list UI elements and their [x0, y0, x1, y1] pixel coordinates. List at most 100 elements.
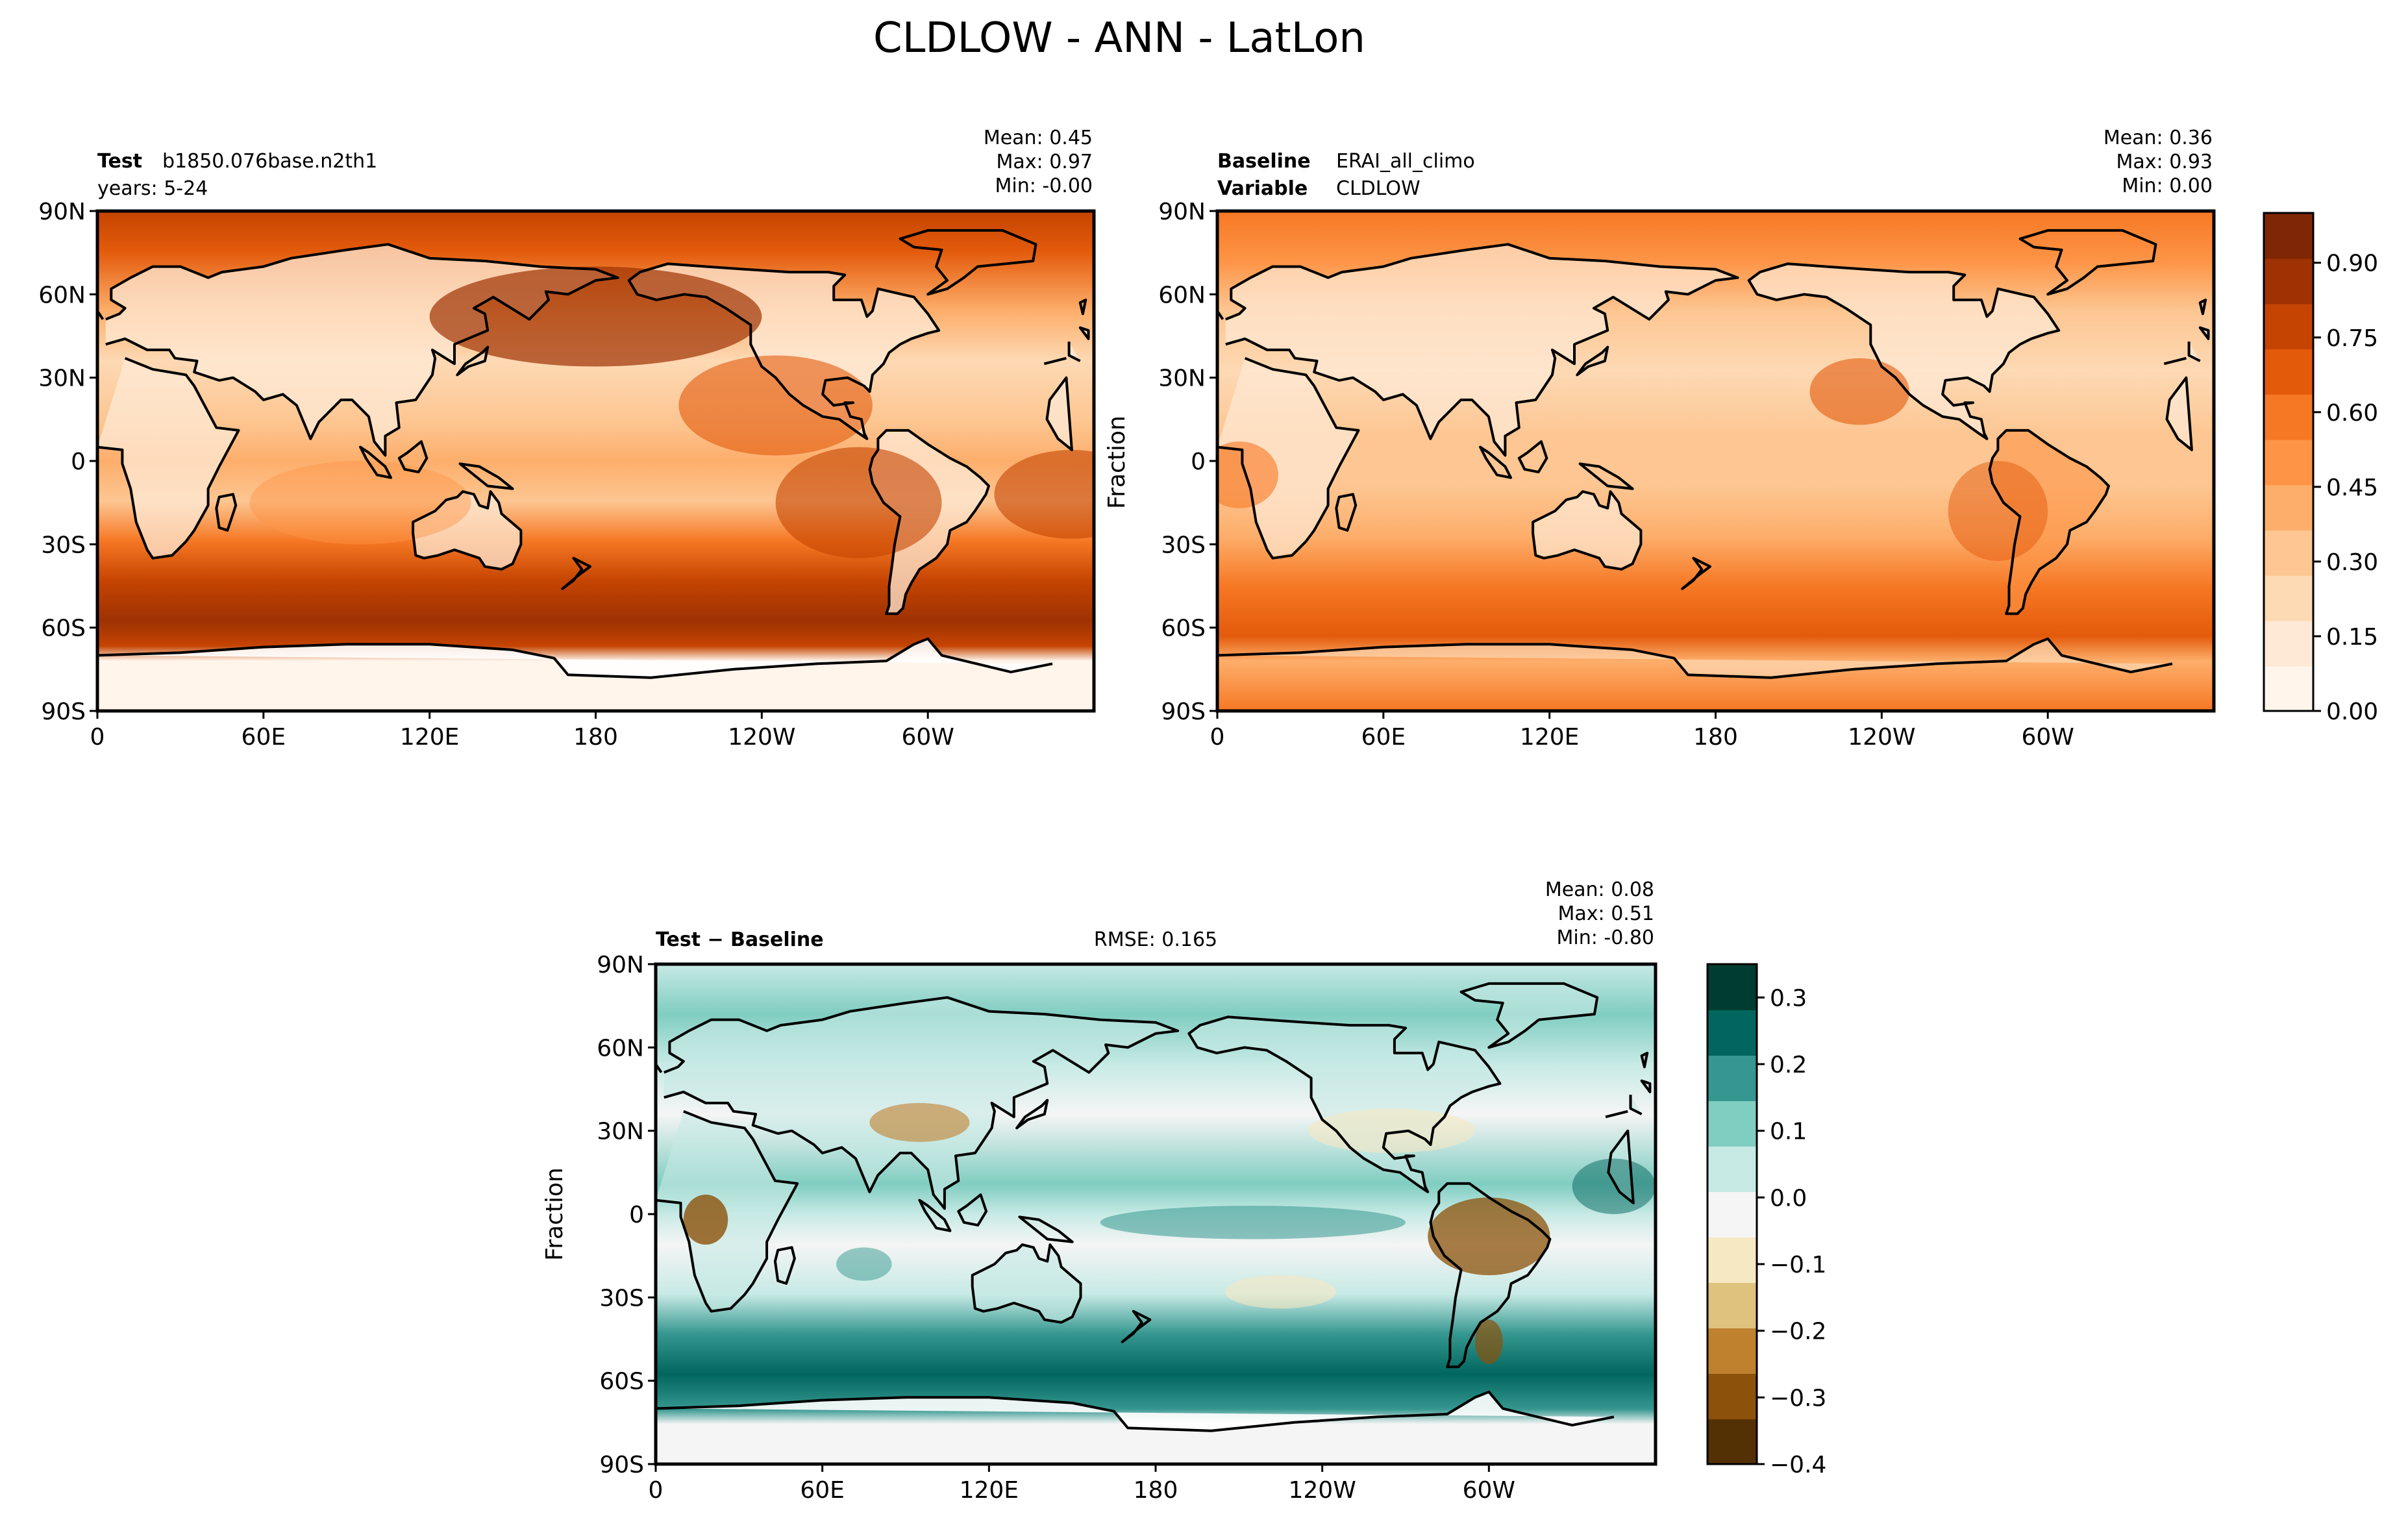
y-tick-label: 60S	[599, 1369, 644, 1395]
colorbar-band	[2264, 213, 2313, 236]
panel-test: Test b1850.076base.n2th1 years: 5-24 Mea…	[38, 127, 1096, 751]
x-tick-label: 120W	[728, 724, 795, 751]
colorbar-band	[2264, 439, 2313, 463]
panel-baseline-header-bold2: Variable	[1217, 177, 1308, 200]
x-tick-label: 60E	[1361, 724, 1406, 751]
colorbar-band	[1707, 1419, 1757, 1442]
x-tick-label: 180	[1693, 724, 1738, 751]
colorbar-band	[2264, 393, 2313, 417]
y-tick-label: 0	[71, 449, 86, 475]
colorbar-band	[2264, 530, 2313, 553]
colorbar-band	[2264, 597, 2313, 621]
coastline	[957, 1193, 988, 1227]
field-anomaly	[1100, 1206, 1406, 1239]
coastline	[1429, 1182, 1552, 1369]
colorbar-diverging-ticks: 0.3 0.2 0.1 0.0 −0.1 −0.2 −0.3 −0.4	[1757, 985, 1826, 1478]
y-tick-label: 30N	[38, 366, 86, 392]
field-anomaly	[1428, 1197, 1550, 1276]
panel-baseline-ylabel: Fraction	[1104, 416, 1130, 509]
panel-test-yticks: 90N 60N 30N 0 30S 60S 90S	[38, 199, 97, 725]
coastline	[2018, 229, 2157, 296]
figure-title: CLDLOW - ANN - LatLon	[873, 14, 1365, 62]
colorbar-band	[1707, 1441, 1757, 1465]
coastline	[97, 637, 1053, 679]
colorbar-band	[2264, 552, 2313, 576]
field-anomaly	[1217, 441, 1278, 508]
panel-baseline-mean: Mean: 0.36	[2104, 127, 2213, 149]
x-tick-label: 60W	[901, 724, 954, 751]
y-tick-label: 90N	[597, 952, 644, 978]
coastline	[971, 1243, 1082, 1324]
colorbar-tick-label: 0.45	[2326, 475, 2378, 501]
field-anomaly	[869, 1102, 970, 1142]
colorbar-band	[2264, 371, 2313, 395]
panel-baseline-coastlines	[1217, 229, 2210, 679]
x-tick-label: 120E	[960, 1477, 1019, 1504]
colorbar-diverging: 0.3 0.2 0.1 0.0 −0.1 −0.2 −0.3 −0.4	[1706, 963, 1826, 1478]
x-tick-label: 120E	[1520, 724, 1579, 751]
panel-difference-xticks: 0 60E 120E 180 120W 60W	[649, 1464, 1515, 1504]
colorbar-band	[2264, 235, 2313, 259]
colorbar-band	[1707, 1055, 1757, 1078]
colorbar-band	[1707, 1214, 1757, 1237]
panel-test-min: Min: -0.00	[995, 175, 1093, 197]
colorbar-diverging-bands	[1707, 964, 1757, 1465]
y-tick-label: 90N	[1158, 199, 1206, 225]
coastline	[1459, 982, 1599, 1049]
y-tick-label: 90S	[1161, 699, 1206, 725]
y-tick-label: 90S	[599, 1452, 644, 1478]
colorbar-band	[1707, 1100, 1757, 1124]
colorbar-tick-label: −0.3	[1770, 1385, 1826, 1411]
coastline	[1532, 490, 1643, 571]
colorbar-band	[1707, 1169, 1757, 1192]
coastline	[215, 493, 238, 532]
coastline	[456, 345, 490, 377]
colorbar-tick-label: −0.4	[1770, 1452, 1826, 1478]
coastline	[899, 229, 1037, 296]
coastline	[97, 356, 1073, 560]
coastline	[1479, 445, 1512, 479]
panel-baseline-header-text: ERAI_all_climo	[1336, 150, 1475, 173]
colorbar-band	[2264, 507, 2313, 531]
coastline	[1018, 1215, 1074, 1243]
y-tick-label: 30S	[41, 532, 86, 558]
colorbar-oranges-bands	[2264, 213, 2313, 712]
colorbar-band	[1707, 1396, 1757, 1419]
y-tick-label: 0	[1191, 449, 1206, 475]
x-tick-label: 0	[90, 724, 105, 751]
land-shading	[413, 491, 521, 569]
colorbar-band	[1707, 1282, 1757, 1306]
y-tick-label: 60S	[1161, 615, 1206, 642]
colorbar-tick-label: −0.2	[1770, 1319, 1826, 1345]
x-tick-label: 180	[573, 724, 618, 751]
colorbar-tick-label: 0.60	[2326, 400, 2378, 427]
panel-difference-header-bold: Test − Baseline	[656, 928, 824, 951]
coastline	[627, 262, 941, 440]
colorbar-band	[1707, 1032, 1757, 1056]
land-shading	[1225, 244, 2209, 456]
panel-test-coastlines	[97, 229, 1090, 679]
coastline	[1217, 356, 2193, 560]
colorbar-band	[2264, 280, 2313, 305]
colorbar-band	[2264, 688, 2313, 712]
panel-baseline-header-text2: CLDLOW	[1336, 177, 1421, 200]
field-anomaly	[1948, 461, 2048, 561]
colorbar-diverging-frame	[1706, 963, 1758, 1465]
colorbar-band	[1707, 1010, 1757, 1033]
coastline	[397, 440, 428, 474]
land-shading	[1461, 983, 1598, 1048]
x-tick-label: 60E	[800, 1477, 845, 1504]
colorbar-band	[1707, 1328, 1757, 1351]
colorbar-band	[2264, 643, 2313, 667]
colorbar-band	[1707, 987, 1757, 1010]
y-tick-label: 30S	[599, 1285, 644, 1311]
field-anomaly	[1809, 358, 1909, 425]
panel-difference-yticks: 90N 60N 30N 0 30S 60S 90S	[597, 952, 656, 1478]
y-tick-label: 60S	[41, 615, 86, 642]
land-shading	[628, 264, 939, 439]
colorbar-band	[2264, 258, 2313, 282]
y-tick-label: 30S	[1161, 532, 1206, 558]
colorbar-band	[1707, 1305, 1757, 1328]
colorbar-tick-label: 0.1	[1770, 1119, 1807, 1145]
land-shading	[105, 244, 1089, 456]
